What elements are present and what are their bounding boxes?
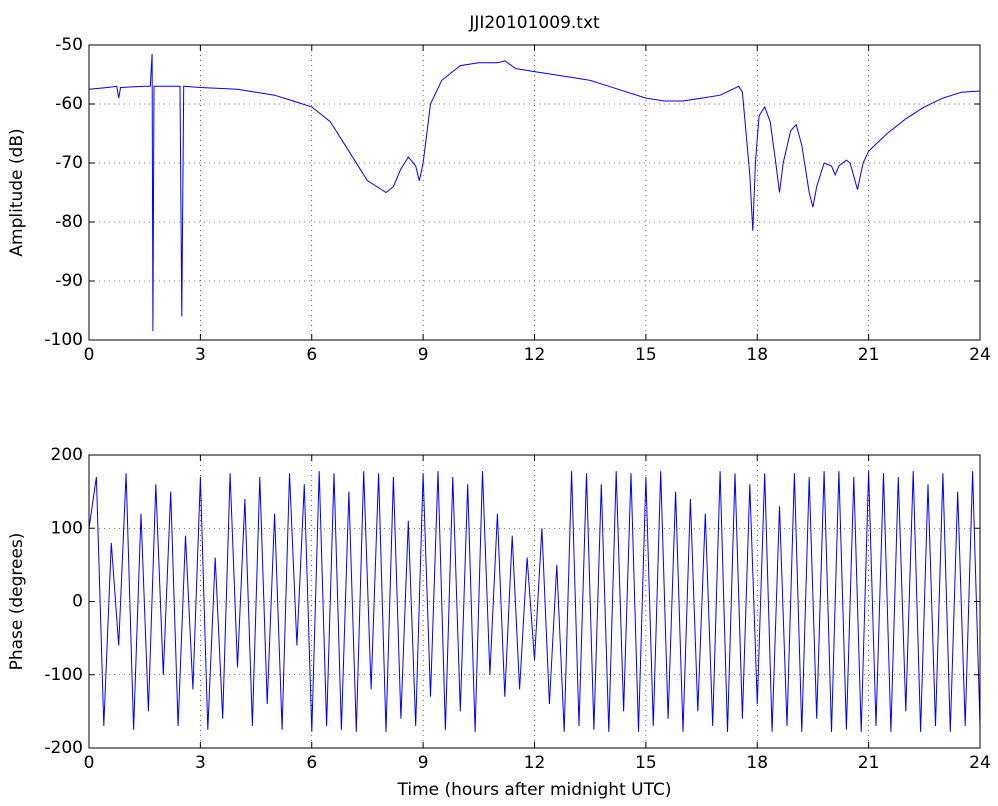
x-tick-label: 21 (858, 345, 880, 365)
x-tick-label: 0 (84, 345, 95, 365)
axes-box (88, 44, 981, 341)
x-tick-label: 3 (195, 753, 206, 773)
y-tick-label: -100 (44, 330, 83, 350)
x-tick-label: 18 (746, 345, 768, 365)
y-tick-label: -100 (44, 665, 83, 685)
x-tick-label: 0 (84, 753, 95, 773)
y-tick-label: 100 (51, 518, 83, 538)
y-axis-label: Phase (degrees) (7, 533, 27, 671)
x-tick-label: 9 (418, 345, 429, 365)
x-tick-label: 21 (858, 753, 880, 773)
x-tick-label: 18 (746, 753, 768, 773)
y-tick-label: 0 (72, 592, 83, 612)
y-tick-label: -200 (44, 738, 83, 758)
x-tick-label: 24 (969, 345, 991, 365)
y-tick-label: -90 (55, 271, 83, 291)
x-tick-label: 12 (524, 753, 546, 773)
y-tick-label: 200 (51, 445, 83, 465)
y-tick-label: -60 (55, 94, 83, 114)
y-axis-label: Amplitude (dB) (7, 128, 27, 256)
x-tick-label: 9 (418, 753, 429, 773)
x-tick-label: 12 (524, 345, 546, 365)
y-tick-label: -70 (55, 153, 83, 173)
y-tick-label: -80 (55, 212, 83, 232)
x-tick-label: 6 (306, 345, 317, 365)
x-tick-label: 24 (969, 753, 991, 773)
x-tick-label: 3 (195, 345, 206, 365)
axes-box (88, 454, 981, 749)
x-tick-label: 6 (306, 753, 317, 773)
y-tick-label: -50 (55, 35, 83, 55)
x-tick-label: 15 (635, 345, 657, 365)
chart-title: JJI20101009.txt (468, 13, 600, 33)
x-axis-label: Time (hours after midnight UTC) (396, 780, 671, 800)
data-line (88, 53, 981, 332)
data-line (88, 471, 981, 732)
x-tick-label: 15 (635, 753, 657, 773)
